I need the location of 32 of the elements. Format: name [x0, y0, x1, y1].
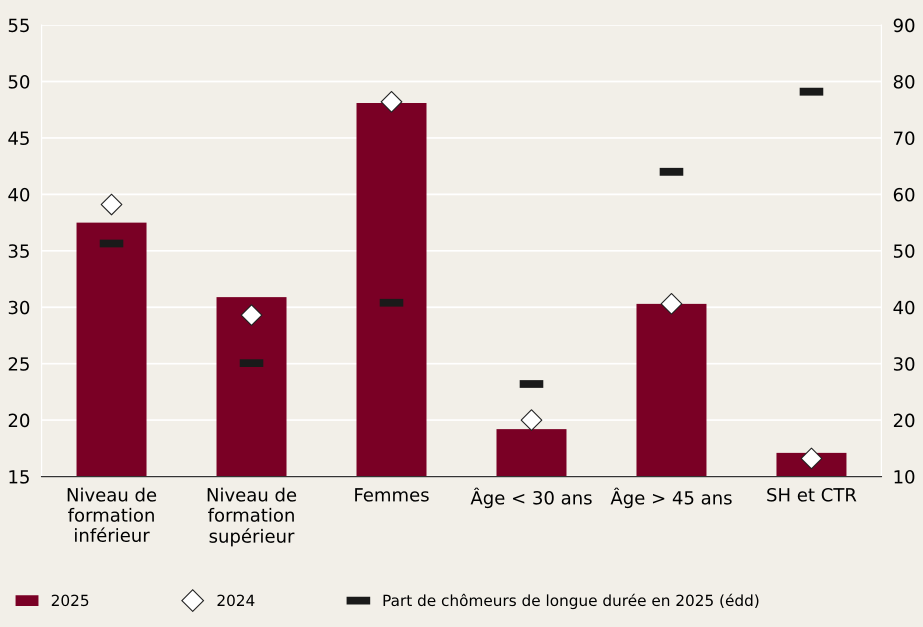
point [100, 194, 122, 216]
y2-tick-label: 90 [894, 18, 914, 32]
point [520, 409, 542, 431]
x-tick-label: Âge > 45 ans [610, 488, 732, 508]
y2-tick-label: 10 [894, 470, 914, 484]
legend-label: 2024 [218, 594, 254, 606]
y-tick-label: 15 [9, 470, 29, 484]
y-tick-label: 30 [8, 300, 30, 314]
x-tick-label: Âge < 30 ans [470, 488, 592, 508]
x-tick-label: SH et CTR [767, 488, 856, 502]
y-tick-label: 50 [8, 74, 30, 89]
y2-tick-label: 20 [894, 414, 914, 428]
legend-label: Part de chômeurs de longue durée en 2025 (édd) [384, 594, 758, 610]
x-tick-label: Niveau de formation supérieur [208, 488, 296, 546]
y-tick-label: 20 [8, 414, 30, 428]
point [240, 304, 262, 326]
y-tick-label: 25 [8, 357, 29, 371]
y-tick-label: 55 [8, 18, 29, 32]
point [660, 292, 682, 315]
y-tick-label: 35 [8, 244, 29, 258]
y2-tick-label: 40 [893, 300, 914, 314]
y2-tick-label: 70 [894, 131, 914, 146]
y2-tick-label: 30 [894, 357, 914, 371]
y2-tick-label: 80 [894, 74, 914, 89]
y-tick-label: 45 [8, 132, 29, 146]
y2-tick-label: 60 [894, 188, 914, 202]
y-tick-label: 40 [8, 188, 30, 202]
point [380, 90, 402, 113]
x-tick-label: Niveau de formation inférieur [68, 488, 156, 542]
x-tick-label: Femmes [355, 488, 429, 502]
y2-tick-label: 50 [894, 244, 914, 258]
legend-label: 2025 [52, 594, 88, 606]
